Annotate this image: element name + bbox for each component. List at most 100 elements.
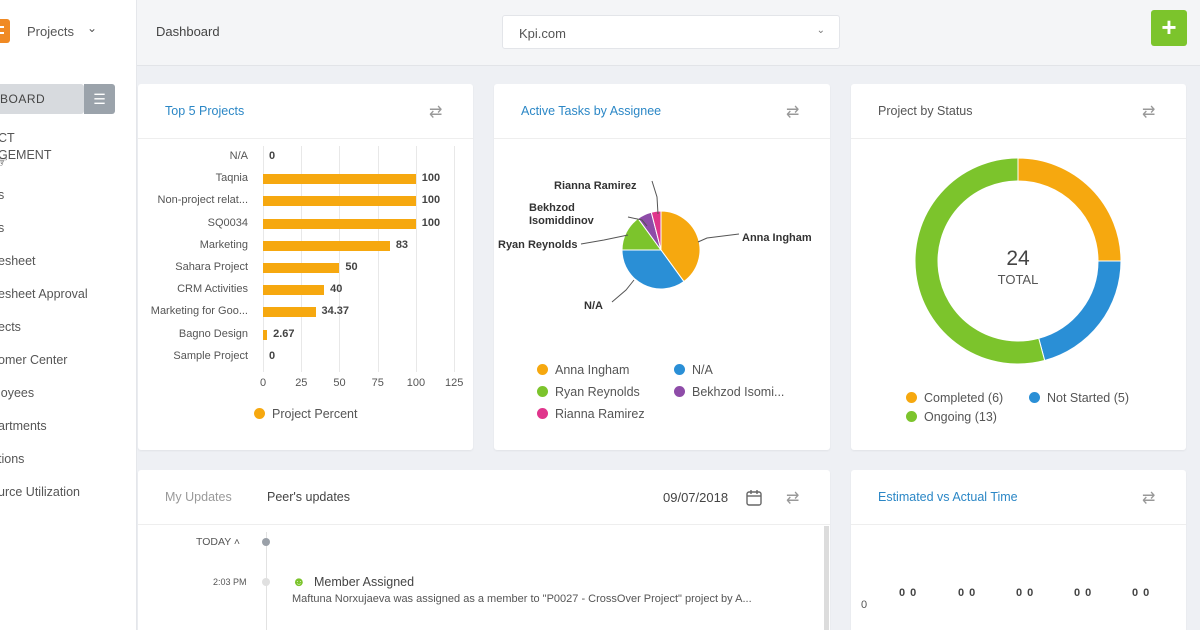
pie-label-na: N/A [584,300,603,312]
app-switcher[interactable]: Projects ⌄ [0,0,137,66]
legend-label: Bekhzod Isomi... [692,385,785,399]
est-actual-card: Estimated vs Actual Time ⇄ 0 0 0 0 0 0 0… [851,470,1186,630]
sidebar-item-label: BOARD [0,92,46,106]
timeline-group-label[interactable]: TODAY ˄ [196,536,241,548]
legend-swatch [674,386,685,397]
x-tick-label: 0 [260,377,267,389]
chevron-down-icon: ⌄ [87,21,98,35]
refresh-icon[interactable]: ⇄ [1142,104,1156,121]
card-title: Top 5 Projects [165,104,245,118]
callout-line [651,180,659,215]
calendar-icon[interactable] [746,489,762,506]
bar[interactable] [263,285,325,296]
pie-slice-n-a[interactable] [621,249,685,290]
app-label: Projects [27,24,74,39]
tab-my-updates[interactable]: My Updates [165,490,232,504]
breadcrumb: Dashboard [156,24,220,39]
pie-label-anna: Anna Ingham [742,232,812,244]
bar[interactable] [263,240,390,251]
refresh-icon[interactable]: ⇄ [786,104,800,121]
refresh-icon[interactable]: ⇄ [429,104,443,121]
card-header: Active Tasks by Assignee ⇄ [494,84,830,139]
project-status-card: Project by Status ⇄ 24 TOTAL Completed (… [851,84,1186,450]
sidebar-item-timesheet[interactable]: esheet [0,254,36,268]
scrollbar[interactable] [824,526,829,630]
pie-slice-anna-ingham[interactable] [660,210,701,283]
legend-label: Completed (6) [924,391,1004,405]
sidebar-item-dashboard[interactable]: BOARD [0,84,84,114]
sidebar-item-3[interactable]: s [0,221,4,235]
bar[interactable] [263,218,416,229]
x-tick-label: 75 [371,377,384,389]
entry-text: Maftuna Norxujaeva was assigned as a mem… [292,593,752,605]
site-select[interactable]: Kpi.com ⌄ [502,15,840,49]
bar[interactable] [263,329,268,340]
filter-icon[interactable]: ☰ [84,84,115,114]
bar[interactable] [263,196,416,207]
y-tick-label: N/A [229,150,248,162]
y-tick-label: Sahara Project [175,261,248,273]
sidebar-item-departments[interactable]: artments [0,419,47,433]
sidebar-item-projects[interactable]: ects [0,320,21,334]
legend-item: Bekhzod Isomi... [674,385,784,399]
gridline [377,146,379,372]
legend-swatch [1029,392,1040,403]
sidebar-item-label: esheet Approval [0,287,88,301]
sidebar-item-label: artments [0,419,47,433]
y-tick-label: SQ0034 [207,216,248,229]
bar[interactable] [263,263,340,273]
x-tick-label: 50 [333,377,346,389]
bar-chart: 0 25 50 75 100 125 N/A 0 Taqnia 100 Non-project re… [138,146,473,456]
legend-item: Ryan Reynolds [537,385,640,399]
sidebar: BOARD ☰ CT GEMENT ☞ s s esheet esheet Ap… [0,66,137,630]
y-tick-label: Marketing [199,238,248,251]
donut-total-label: TOTAL [997,272,1039,287]
legend-swatch [537,364,548,375]
donut-slice-ongoing[interactable] [914,157,1046,365]
legend-item: N/A [674,363,713,377]
sidebar-item-label: CT GEMENT [0,131,52,162]
sidebar-item-positions[interactable]: tions [0,452,24,466]
updates-card: My Updates Peer's updates 09/07/2018 ⇄ T… [138,470,830,630]
sidebar-item-customer-center[interactable]: omer Center [0,353,67,367]
add-button[interactable]: + [1151,10,1187,46]
sidebar-item-label: ects [0,320,21,334]
callout-line [611,279,635,303]
y-tick-label: Sample Project [173,349,248,362]
legend-swatch [906,392,917,403]
legend-item: Not Started (5) [1029,391,1129,405]
legend-swatch [537,408,548,419]
sidebar-item-timesheet-approval[interactable]: esheet Approval [0,287,88,301]
tab-peer-updates[interactable]: Peer's updates [267,490,350,504]
sidebar-item-resource-utilization[interactable]: urce Utilization [0,485,80,499]
data-label: 0 0 [899,587,918,599]
pie-label-bekhzod: Bekhzod Isomiddinov [529,202,594,228]
bar[interactable] [263,307,316,318]
bar-value-label: 100 [421,194,441,207]
card-header: Estimated vs Actual Time ⇄ [851,470,1186,525]
sidebar-item-2[interactable]: s [0,188,4,202]
data-label: 0 0 [958,587,977,599]
bar[interactable] [263,174,416,185]
legend-item: Ongoing (13) [906,410,997,424]
sidebar-item-employees[interactable]: loyees [0,386,34,400]
data-label: 0 0 [1016,587,1035,599]
legend-item: Completed (6) [906,391,1003,405]
timeline-dot [262,578,270,586]
bar-value-label: 83 [395,238,409,251]
card-header: Top 5 Projects ⇄ [138,84,473,139]
pie-label-ryan: Ryan Reynolds [498,239,578,251]
donut-slice-completed[interactable] [1017,157,1122,262]
refresh-icon[interactable]: ⇄ [1142,490,1156,507]
sidebar-item-project-management[interactable]: CT GEMENT [0,130,51,164]
entry-title: Member Assigned [314,575,415,589]
callout-line [627,216,648,227]
x-tick-label: 100 [406,377,426,389]
gridline [263,146,264,372]
pie-label-line: Isomiddinov [529,215,594,227]
chart-legend: Project Percent [254,407,357,421]
card-title: Estimated vs Actual Time [878,490,1018,504]
refresh-icon[interactable]: ⇄ [786,490,800,507]
entry-time: 2:03 PM [213,577,247,587]
pie-slice-rianna-ramirez[interactable] [650,210,662,251]
